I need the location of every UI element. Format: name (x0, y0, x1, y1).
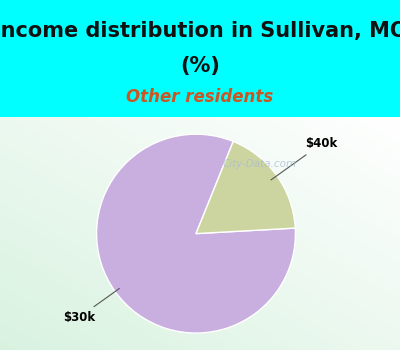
Wedge shape (96, 134, 296, 333)
Text: $40k: $40k (271, 138, 338, 180)
Text: City-Data.com: City-Data.com (222, 159, 296, 169)
Text: (%): (%) (180, 56, 220, 76)
Text: Other residents: Other residents (126, 88, 274, 106)
Text: $30k: $30k (63, 288, 119, 324)
Wedge shape (196, 141, 295, 233)
Text: Income distribution in Sullivan, MO: Income distribution in Sullivan, MO (0, 21, 400, 41)
